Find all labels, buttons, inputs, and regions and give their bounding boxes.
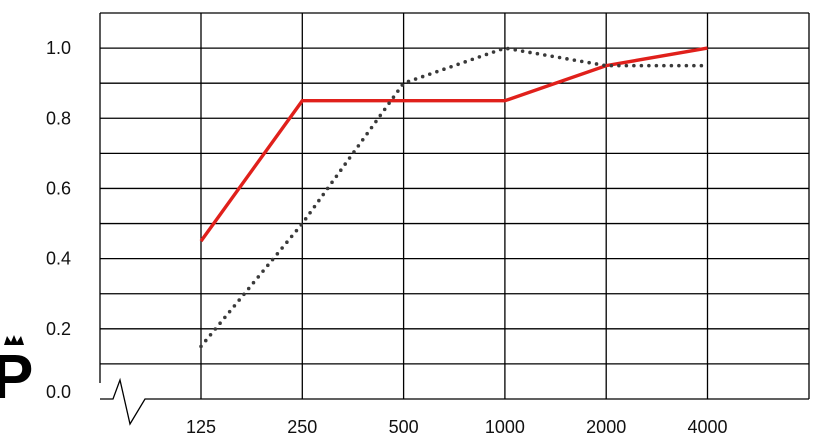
y-tick-label: 0.6: [46, 178, 71, 198]
series-line-1: [199, 46, 708, 243]
y-tick-label: 0.2: [46, 319, 71, 339]
x-tick-label: 4000: [687, 417, 727, 437]
chart-grid: [100, 12, 810, 399]
chart-axes: [99, 13, 809, 426]
x-tick-label: 500: [389, 417, 419, 437]
chart-series: [199, 46, 710, 349]
y-tick-label: 0.0: [46, 382, 71, 402]
x-tick-label: 1000: [485, 417, 525, 437]
crown-icon: [4, 335, 24, 345]
x-axis-break-line: [100, 377, 809, 426]
y-tick-label: 1.0: [46, 38, 71, 58]
logo-letter: P: [0, 343, 33, 412]
brand-logo: P: [0, 335, 33, 412]
y-tick-labels: 0.0 0.2 0.4 0.6 0.8 1.0: [46, 38, 71, 402]
y-tick-label: 0.4: [46, 249, 71, 269]
y-tick-label: 0.8: [46, 108, 71, 128]
x-tick-label: 125: [186, 417, 216, 437]
x-tick-labels: 125 250 500 1000 2000 4000: [186, 417, 728, 437]
x-tick-label: 250: [287, 417, 317, 437]
x-tick-label: 2000: [586, 417, 626, 437]
series-line-2: [199, 46, 710, 349]
